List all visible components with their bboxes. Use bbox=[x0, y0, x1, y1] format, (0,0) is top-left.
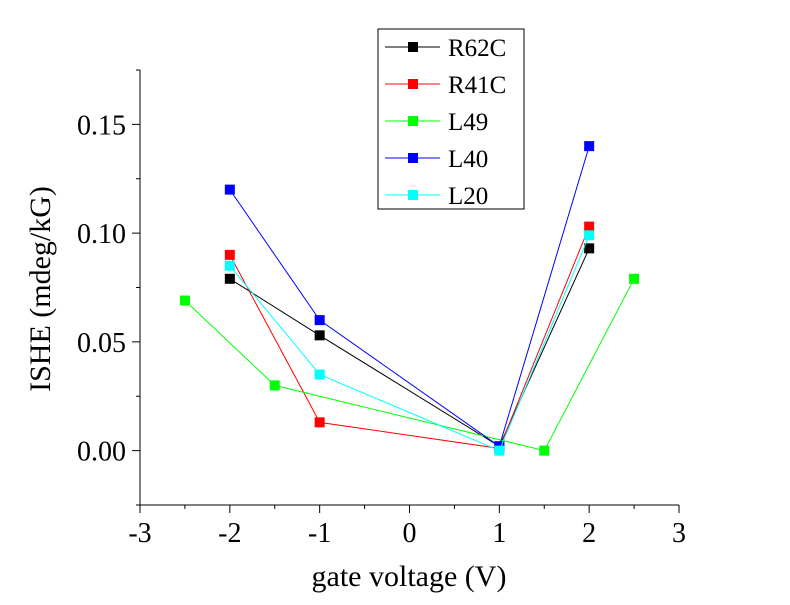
y-tick-label: 0.15 bbox=[77, 110, 126, 141]
series-line bbox=[229, 248, 590, 448]
series-r62c bbox=[224, 243, 595, 452]
data-point bbox=[314, 369, 325, 380]
legend: R62C R41C L49 L40 L20 bbox=[377, 28, 525, 210]
data-point bbox=[314, 315, 325, 326]
data-point bbox=[224, 273, 235, 284]
x-tick-label: -3 bbox=[128, 518, 151, 549]
legend-item-l40: L40 bbox=[385, 146, 488, 173]
legend-marker bbox=[408, 79, 418, 89]
legend-label: L20 bbox=[448, 183, 488, 210]
series-l20 bbox=[224, 230, 595, 456]
data-point bbox=[179, 295, 190, 306]
y-axis-label: ISHE (mdeg/kG) bbox=[24, 186, 57, 392]
plot-area bbox=[179, 141, 640, 456]
legend-marker bbox=[408, 42, 418, 52]
legend-marker bbox=[408, 116, 418, 126]
data-point bbox=[314, 330, 325, 341]
legend-marker bbox=[408, 190, 418, 200]
x-tick-label: 3 bbox=[672, 518, 686, 549]
data-point bbox=[584, 221, 595, 232]
series-line bbox=[184, 278, 635, 452]
data-point bbox=[224, 184, 235, 195]
series-line bbox=[229, 145, 590, 448]
legend-label: L40 bbox=[448, 146, 488, 173]
series-l49 bbox=[179, 273, 640, 456]
data-point bbox=[224, 260, 235, 271]
data-point bbox=[629, 273, 640, 284]
x-tick-label: -1 bbox=[308, 518, 331, 549]
series-line bbox=[229, 235, 590, 452]
legend-marker bbox=[408, 153, 418, 163]
series-r41c bbox=[224, 221, 595, 454]
data-point bbox=[584, 243, 595, 254]
legend-label: L49 bbox=[448, 109, 488, 136]
legend-item-r62c: R62C bbox=[385, 35, 506, 62]
x-axis-label: gate voltage (V) bbox=[312, 560, 507, 593]
data-point bbox=[314, 417, 325, 428]
legend-frame bbox=[377, 28, 525, 210]
x-tick-label: 1 bbox=[492, 518, 506, 549]
data-point bbox=[224, 249, 235, 260]
y-tick-label: 0.10 bbox=[77, 219, 126, 250]
x-tick-label: 2 bbox=[582, 518, 596, 549]
legend-item-l49: L49 bbox=[385, 109, 488, 136]
data-point bbox=[539, 445, 550, 456]
data-point bbox=[494, 445, 505, 456]
legend-label: R41C bbox=[448, 72, 506, 99]
y-tick-label: 0.00 bbox=[77, 437, 126, 468]
data-point bbox=[584, 230, 595, 241]
y-tick-label: 0.05 bbox=[77, 328, 126, 359]
x-tick-label: -2 bbox=[218, 518, 241, 549]
x-tick-label: 0 bbox=[403, 518, 417, 549]
x-axis-ticks: -3 -2 -1 0 1 2 3 bbox=[128, 505, 686, 549]
data-point bbox=[584, 141, 595, 152]
series-line bbox=[229, 226, 590, 449]
data-point bbox=[269, 380, 280, 391]
legend-label: R62C bbox=[448, 35, 506, 62]
legend-item-l20: L20 bbox=[385, 183, 488, 210]
legend-item-r41c: R41C bbox=[385, 72, 506, 99]
y-axis-ticks: 0.00 0.05 0.10 0.15 bbox=[77, 69, 140, 506]
